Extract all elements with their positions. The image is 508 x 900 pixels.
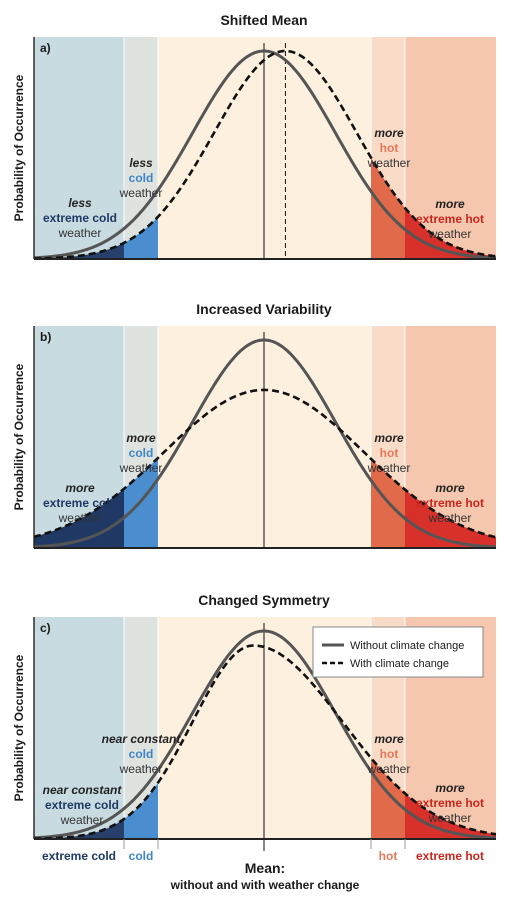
curve-without-climate-change [34, 629, 496, 840]
legend: Without climate change With climate chang… [312, 626, 484, 678]
y-axis-label: Probability of Occurrence [12, 74, 26, 221]
panel-c: Changed Symmetry Probability of Occurrenc… [12, 592, 497, 840]
annotation-qualifier: less [68, 196, 92, 210]
legend-with-label: With climate change [350, 658, 449, 670]
annotation-qualifier: more [435, 197, 465, 211]
panel-label: c) [40, 621, 51, 635]
legend-box [312, 626, 484, 678]
bottom-axis: extreme cold cold hot extreme hot Mean: witho… [42, 839, 484, 892]
curve-with-climate-change [34, 644, 497, 840]
panel-label: b) [40, 330, 51, 344]
panel-title: Increased Variability [196, 301, 332, 317]
label-extreme-hot: extreme hot [416, 849, 484, 863]
label-cold: cold [129, 849, 154, 863]
curve-with-climate-change [34, 49, 497, 260]
annotation-category: extreme cold [43, 211, 117, 225]
annotation-category: extreme cold [43, 496, 117, 510]
annotation-category: hot [380, 446, 399, 460]
tail-hot [371, 758, 405, 839]
annotation-category: extreme hot [416, 212, 484, 226]
annotation-weather: weather [60, 813, 104, 827]
annotation-weather: weather [119, 186, 163, 200]
tail-extreme-cold [34, 242, 124, 259]
annotation-qualifier: less [129, 156, 153, 170]
annotation-weather: weather [367, 156, 411, 170]
curve-with-climate-change [33, 388, 497, 539]
annotation-qualifier: more [374, 431, 404, 445]
annotation-category: cold [129, 747, 154, 761]
annotation-weather: weather [119, 461, 163, 475]
annotation-qualifier: more [126, 431, 156, 445]
panel-title: Changed Symmetry [198, 592, 330, 608]
y-axis-label: Probability of Occurrence [12, 363, 26, 510]
tail-extreme-hot [405, 793, 496, 839]
tail-extreme-hot [405, 207, 496, 259]
annotation-category: cold [129, 446, 154, 460]
annotation-qualifier: near constant [102, 732, 182, 746]
panel-title: Shifted Mean [220, 12, 307, 28]
legend-without-label: Without climate change [350, 640, 464, 652]
annotation-category: hot [380, 747, 399, 761]
annotation-weather: weather [428, 227, 472, 241]
mean-label: Mean: [245, 860, 285, 876]
annotation-weather: weather [367, 461, 411, 475]
panel-b: Increased Variability Probability of Occu… [12, 301, 497, 549]
annotation-weather: weather [58, 226, 102, 240]
zone-extreme-hot [405, 37, 496, 259]
annotation-category: cold [129, 171, 154, 185]
annotation-category: extreme hot [416, 796, 484, 810]
annotation-qualifier: more [435, 781, 465, 795]
annotation-weather: weather [428, 811, 472, 825]
annotation-weather: weather [367, 762, 411, 776]
annotation-weather: weather [119, 762, 163, 776]
mean-sublabel: without and with weather change [170, 878, 360, 892]
annotation-qualifier: more [65, 481, 95, 495]
annotation-qualifier: more [374, 126, 404, 140]
tail-extreme-cold [34, 819, 124, 839]
tail-cold [124, 216, 158, 259]
tail-hot [371, 157, 405, 259]
zone-extreme-cold [34, 37, 124, 259]
y-axis-label: Probability of Occurrence [12, 654, 26, 801]
zone-extreme-cold [34, 617, 124, 839]
annotation-weather: weather [428, 511, 472, 525]
panel-a: Shifted Mean Probability of Occurrence a) l… [12, 12, 497, 260]
annotation-qualifier: more [374, 732, 404, 746]
curve-without-climate-change [34, 49, 496, 260]
annotation-category: extreme cold [45, 798, 119, 812]
annotation-category: hot [380, 141, 399, 155]
label-extreme-cold: extreme cold [42, 849, 116, 863]
annotation-qualifier: more [435, 481, 465, 495]
annotation-weather: weather [58, 511, 102, 525]
curve-without-climate-change [34, 338, 496, 549]
annotation-category: extreme hot [416, 496, 484, 510]
panel-label: a) [40, 41, 51, 55]
tail-cold [124, 782, 158, 839]
label-hot: hot [379, 849, 398, 863]
annotation-qualifier: near constant [43, 783, 123, 797]
